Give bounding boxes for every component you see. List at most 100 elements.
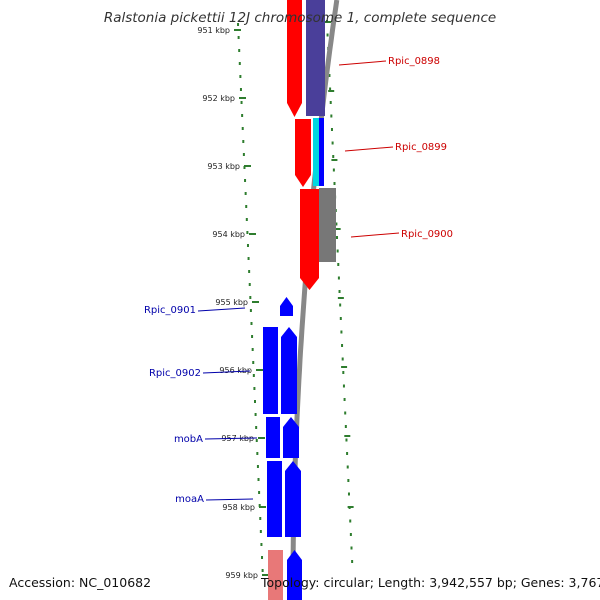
ruler-dot (255, 439, 258, 442)
gene-arrow-rpic-0899[interactable] (295, 119, 311, 187)
ruler-dot (255, 426, 258, 429)
ruler-dot (338, 290, 341, 293)
ruler-major-tick (239, 97, 246, 99)
gene-arrow-moba[interactable] (283, 417, 299, 458)
ruler-dot (259, 530, 262, 533)
ruler-dot (246, 231, 249, 234)
ruler-dot (340, 330, 343, 334)
ruler-dot (347, 479, 350, 482)
ruler-dot (326, 33, 329, 37)
gene-arrow-rpic-0898[interactable] (287, 0, 302, 117)
ruler-dot (339, 317, 342, 320)
gene-arrow-rpic-0902[interactable] (281, 327, 297, 414)
ruler-dot (251, 348, 254, 351)
ruler-tick-label: 953 kbp (207, 162, 240, 171)
gene-arrow-rpic-0900[interactable] (300, 189, 319, 290)
ruler-dot (244, 192, 247, 195)
ruler-dot (238, 62, 241, 65)
ruler-dot (254, 400, 256, 403)
gene-label[interactable]: Rpic_0900 (401, 229, 453, 240)
ruler-dot (332, 155, 335, 158)
ruler-dot (261, 556, 264, 559)
ruler-major-tick (252, 301, 259, 303)
ruler-dot (245, 205, 248, 208)
ruler-dot (349, 533, 352, 536)
ruler-dot (256, 465, 259, 468)
ruler-dot (345, 438, 348, 442)
ruler-dot (339, 303, 342, 307)
topology-stats-text: Topology: circular; Length: 3,942,557 bp… (261, 575, 600, 590)
ruler-major-tick (341, 366, 348, 368)
ruler-dot (245, 218, 248, 221)
ruler-major-tick (334, 228, 341, 230)
gene-block-moaa[interactable] (267, 461, 282, 537)
ruler-major-tick (344, 435, 351, 437)
ruler-dot (246, 244, 249, 247)
ruler-tick-label: 951 kbp (197, 26, 230, 35)
ruler-dot (330, 128, 333, 131)
ruler-major-tick (258, 437, 265, 439)
gene-label-leader (205, 498, 254, 501)
ruler-dot (337, 263, 340, 266)
ruler-dot (344, 411, 347, 415)
gene-arrow-next[interactable] (287, 550, 302, 600)
gene-label[interactable]: Rpic_0899 (395, 142, 447, 153)
ruler-dot (237, 23, 240, 26)
ruler-major-tick (249, 233, 256, 235)
ruler-tick-label: 956 kbp (219, 366, 252, 375)
ruler-major-tick (244, 165, 251, 167)
ruler-dot (346, 465, 349, 469)
feature-track (263, 0, 336, 600)
ruler-major-tick (347, 506, 354, 508)
ruler-dot (258, 504, 261, 507)
ruler-dot (336, 249, 339, 253)
gene-block-gray[interactable] (319, 188, 336, 262)
gene-arrow-rpic-0901[interactable] (280, 297, 293, 316)
ruler-dot (258, 491, 261, 494)
ruler-dot (335, 222, 338, 226)
ruler-dot (242, 153, 245, 156)
ruler-dot (341, 344, 344, 347)
ruler-dot (329, 87, 332, 91)
ruler-dot (331, 141, 334, 145)
gene-block-blue[interactable] (319, 118, 324, 186)
ruler-dot (330, 114, 333, 118)
ruler-major-tick (337, 297, 344, 299)
ruler-dot (240, 101, 243, 104)
ruler-dot (332, 168, 335, 172)
gene-label-leader (202, 370, 251, 374)
gene-label[interactable]: moaA (175, 494, 204, 505)
ruler-dot (248, 270, 251, 273)
ruler-major-tick (331, 159, 338, 161)
ruler-tick-label: 958 kbp (222, 503, 255, 512)
ruler-dot (254, 413, 257, 416)
ruler-dot (252, 374, 255, 377)
ruler-major-tick (234, 29, 241, 31)
accession-text: Accession: NC_010682 (9, 575, 152, 590)
ruler-dot (346, 452, 349, 455)
ruler-major-tick (262, 574, 269, 576)
ruler-dot (243, 166, 246, 169)
ruler-dot (329, 101, 332, 104)
gene-block-cyan[interactable] (313, 118, 320, 186)
ruler-dot (261, 569, 264, 572)
gene-label[interactable]: mobA (174, 434, 203, 445)
ruler-dot (247, 257, 250, 260)
gene-label[interactable]: Rpic_0898 (388, 56, 440, 67)
ruler-dot (241, 127, 244, 130)
ruler-dot (252, 361, 255, 364)
gene-block-rpic-0898-shadow[interactable] (306, 0, 325, 116)
gene-label[interactable]: Rpic_0901 (144, 305, 196, 316)
ruler-dot (342, 384, 345, 388)
gene-label[interactable]: Rpic_0902 (149, 368, 201, 379)
gene-block-rpic-0902[interactable] (263, 327, 278, 414)
ruler-dot (251, 335, 254, 338)
ruler-dot (260, 543, 263, 546)
gene-arrow-moaa[interactable] (285, 461, 301, 537)
ruler: 951 kbp 952 kbp 953 kbp 954 kbp 955 kbp 956 k… (197, 20, 354, 580)
gene-block-moba[interactable] (266, 417, 280, 458)
ruler-tick-label: 959 kbp (225, 571, 258, 580)
gene-block-pink[interactable] (268, 550, 283, 600)
